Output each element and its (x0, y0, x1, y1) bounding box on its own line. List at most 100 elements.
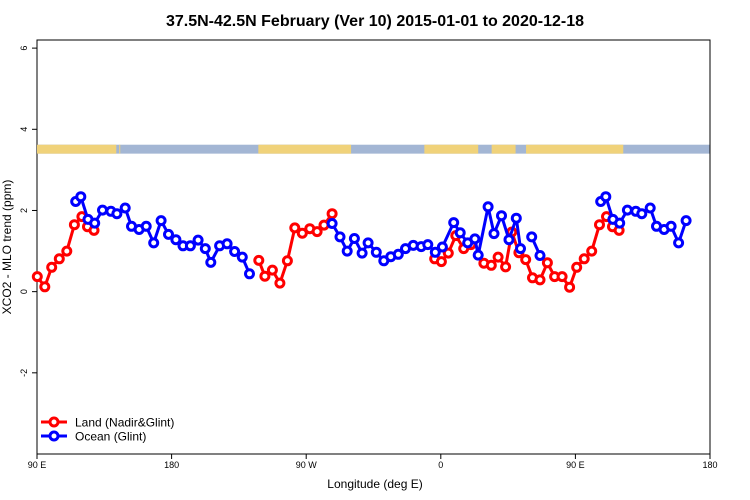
series-1-point-55 (600, 191, 612, 203)
x-tick-label-4: 90 E (566, 460, 585, 470)
series-0-point-0 (31, 271, 43, 283)
series-1-point-24 (244, 268, 255, 280)
series-1-point-58 (621, 204, 633, 216)
series-0-point-11 (266, 264, 278, 276)
series-1-point-60 (636, 208, 648, 220)
series-1-point-19 (205, 256, 217, 268)
x-axis: 90 E 180 90 W 0 90 E 180 (28, 454, 718, 470)
x-tick-label-1: 180 (164, 460, 179, 470)
series-1-point-34 (392, 248, 404, 260)
land-ocean-strip (37, 144, 710, 154)
series-1-point-3 (89, 217, 101, 229)
series-1-point-13 (163, 228, 174, 240)
series-0-point-19 (326, 208, 338, 220)
y-tick-label-0: -2 (19, 369, 29, 377)
series-1-point-31 (370, 246, 382, 258)
series-1 (70, 191, 692, 280)
series-0-point-40 (578, 253, 590, 265)
land-segment-2 (258, 144, 352, 154)
x-tick-label-2: 90 W (296, 460, 318, 470)
series-0-point-15 (296, 227, 308, 239)
x-tick-label-5: 180 (702, 460, 717, 470)
series-layer (31, 191, 692, 293)
series-1-point-14 (170, 234, 182, 246)
series-1-point-51 (515, 243, 526, 255)
series-0-point-22 (442, 247, 454, 259)
y-axis-label: XCO2 - MLO trend (ppm) (0, 180, 14, 315)
series-0-point-17 (311, 226, 323, 238)
series-1-point-65 (673, 237, 685, 249)
series-1-point-17 (192, 234, 204, 246)
series-1-point-22 (229, 246, 241, 257)
series-1-point-50 (510, 212, 522, 224)
series-1-point-6 (111, 208, 123, 220)
legend-marker-land (48, 416, 60, 428)
series-0-point-2 (46, 261, 58, 273)
series-0-point-37 (556, 271, 568, 283)
legend-label-land: Land (Nadir&Glint) (75, 416, 174, 430)
y-tick-label-1: 0 (19, 289, 29, 294)
series-1-point-44 (469, 233, 481, 245)
x-tick-label-3: 0 (438, 460, 443, 470)
series-0-point-4 (61, 245, 73, 257)
land-segment-0 (37, 144, 117, 154)
series-0-point-9 (253, 254, 265, 266)
series-0-point-14 (289, 222, 301, 234)
ocean-band (37, 144, 710, 154)
series-1-point-42 (454, 227, 466, 239)
series-1-point-48 (496, 210, 507, 222)
series-1-point-57 (614, 217, 626, 229)
legend: Land (Nadir&Glint) Ocean (Glint) (41, 416, 174, 444)
y-tick-label-4: 6 (19, 46, 29, 51)
series-1-point-53 (526, 231, 538, 243)
legend-label-ocean: Ocean (Glint) (75, 430, 146, 444)
series-1-point-45 (472, 249, 484, 261)
series-0-point-42 (594, 219, 605, 231)
series-0-point-39 (571, 261, 583, 273)
plot-frame (36, 39, 711, 455)
series-1-point-27 (341, 245, 353, 257)
series-0-point-21 (435, 256, 447, 268)
y-tick-label-2: 2 (19, 208, 29, 213)
series-0-point-35 (541, 257, 553, 269)
series-0-point-41 (586, 245, 598, 257)
series-0-point-5 (68, 219, 80, 231)
series-1-point-46 (482, 201, 494, 213)
series-1-point-66 (680, 215, 692, 227)
land-segment-3 (424, 144, 479, 154)
series-0-point-29 (500, 261, 512, 273)
series-0-point-12 (274, 277, 286, 289)
chart-title: 37.5N-42.5N February (Ver 10) 2015-01-01… (166, 13, 584, 30)
series-0-point-1 (39, 281, 51, 293)
series-0-point-38 (564, 281, 576, 293)
land-segment-5 (526, 144, 624, 154)
land-segment-1 (119, 144, 121, 154)
series-1-point-64 (665, 220, 677, 232)
series-0-point-27 (485, 259, 497, 271)
series-1-point-16 (184, 240, 196, 252)
series-1-point-49 (503, 234, 515, 246)
x-tick-label-0: 90 E (28, 460, 47, 470)
series-1-point-52 (534, 250, 546, 261)
series-1-point-47 (488, 228, 500, 240)
series-1-point-18 (199, 243, 211, 255)
series-0-point-32 (520, 254, 532, 266)
series-0-point-28 (492, 251, 504, 263)
series-1-point-38 (422, 239, 434, 251)
series-1-point-11 (148, 237, 160, 249)
legend-marker-ocean (48, 430, 60, 442)
series-0-point-3 (53, 253, 65, 265)
series-1-point-61 (644, 202, 656, 214)
series-1-point-25 (326, 218, 338, 229)
series-1-point-40 (436, 241, 448, 253)
series-1-point-1 (75, 191, 87, 203)
x-axis-label: Longitude (deg E) (327, 477, 422, 491)
series-0-point-10 (259, 270, 271, 282)
series-1-point-29 (356, 247, 368, 259)
series-1-point-4 (97, 204, 108, 216)
series-1-point-7 (119, 202, 131, 214)
land-segment-4 (491, 144, 516, 154)
series-0-point-13 (281, 255, 293, 267)
series-1-point-10 (140, 220, 152, 232)
